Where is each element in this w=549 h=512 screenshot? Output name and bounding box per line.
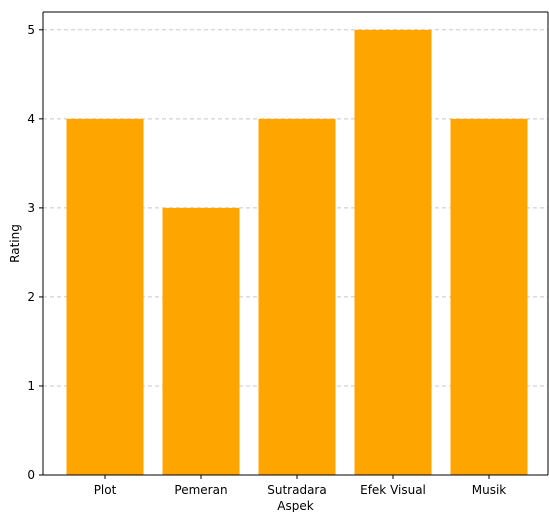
bars xyxy=(66,29,528,476)
axes xyxy=(42,11,549,476)
bar xyxy=(258,118,336,475)
x-axis-label: Aspek xyxy=(277,499,313,512)
x-ticks: Plot Pemeran Sutradara Efek Visual Musik xyxy=(94,475,507,497)
bar xyxy=(354,29,432,476)
y-tick-label: 3 xyxy=(27,201,35,215)
x-tick-label: Pemeran xyxy=(174,483,227,497)
y-axis-label: Rating xyxy=(8,224,22,263)
bar xyxy=(450,118,528,475)
x-tick-label: Sutradara xyxy=(267,483,326,497)
y-tick-label: 2 xyxy=(27,290,35,304)
bar xyxy=(66,118,144,475)
x-tick-label: Musik xyxy=(472,483,507,497)
x-tick-label: Plot xyxy=(94,483,117,497)
y-tick-label: 1 xyxy=(27,379,35,393)
bar xyxy=(162,207,240,475)
y-tick-label: 4 xyxy=(27,112,35,126)
y-tick-label: 0 xyxy=(27,468,35,482)
y-tick-label: 5 xyxy=(27,23,35,37)
y-ticks: 0 1 2 3 4 5 xyxy=(27,23,43,482)
x-tick-label: Efek Visual xyxy=(360,483,426,497)
